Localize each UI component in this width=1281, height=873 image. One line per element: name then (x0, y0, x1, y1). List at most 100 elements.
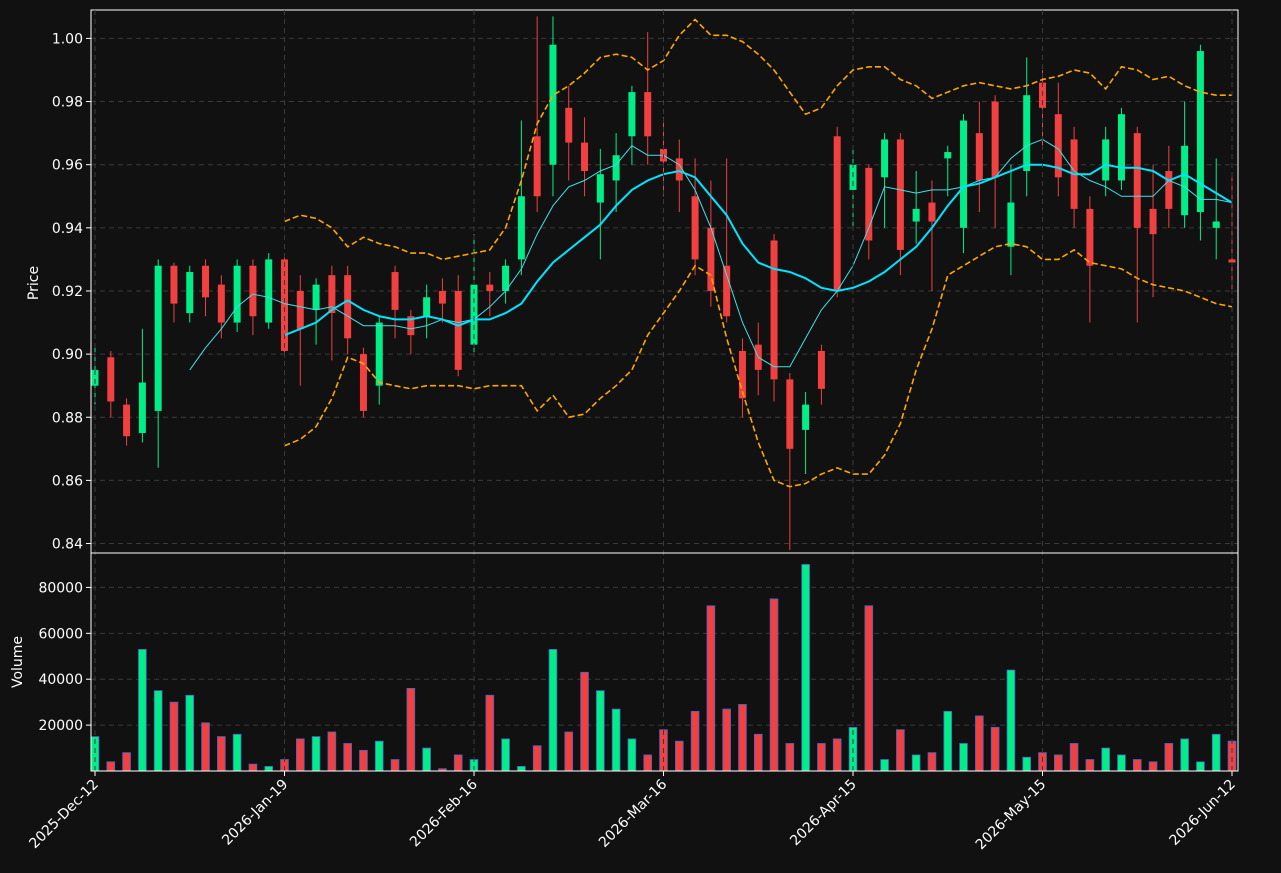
candle-body (849, 164, 857, 190)
volume-bar (1117, 754, 1126, 772)
volume-bar (769, 598, 779, 772)
volume-bar (880, 759, 889, 772)
candle-body (786, 379, 794, 449)
candle-body (723, 265, 731, 317)
volume-bar (580, 671, 589, 772)
candle-body (138, 382, 146, 434)
volume-bar (643, 754, 653, 772)
volume-bar (517, 766, 526, 772)
candle-body (565, 107, 573, 143)
candle-body (944, 152, 952, 159)
candle-body (391, 272, 399, 310)
volume-bar (217, 736, 226, 772)
candle-body (1165, 171, 1173, 209)
candle-body (170, 265, 178, 304)
candle-body (738, 350, 746, 399)
volume-bar (138, 648, 147, 772)
line-series (284, 163, 1233, 337)
y-tick-label: 60000 (38, 626, 83, 642)
candle-body (1023, 95, 1031, 172)
volume-bar (927, 752, 937, 772)
volume-bar (990, 727, 1000, 772)
volume-bar (864, 605, 874, 772)
panel-frame (90, 552, 1239, 772)
candle-body (217, 284, 225, 323)
y-tick-label: 0.88 (52, 410, 83, 426)
candle-body (1181, 145, 1189, 216)
price-axis-label: Price (26, 266, 42, 300)
candle-body (486, 284, 494, 291)
volume-bar (1211, 733, 1221, 772)
candle-body (202, 265, 210, 298)
candle-body (533, 136, 541, 197)
line-series (189, 138, 1233, 371)
y-tick-label: 20000 (38, 718, 83, 734)
volume-bar (122, 752, 131, 772)
candle-body (281, 259, 288, 351)
candle-body (644, 92, 652, 137)
volume-bar (1069, 743, 1079, 772)
volume-bar (264, 766, 274, 772)
volume-bar (501, 738, 510, 772)
candle-body (423, 297, 431, 317)
candle-body (91, 369, 99, 386)
volume-bar (106, 761, 116, 772)
volume-bar (785, 743, 795, 772)
volume-bar (548, 648, 558, 772)
y-tick-label: 0.92 (52, 284, 83, 300)
candle-body (233, 265, 241, 323)
volume-bar (817, 743, 826, 772)
line-series (284, 242, 1233, 488)
candle-body (912, 208, 920, 222)
candle-body (975, 133, 983, 181)
candle-body (896, 139, 904, 250)
volume-bar (832, 738, 842, 772)
y-tick-label: 80000 (38, 580, 83, 596)
candle-body (1117, 114, 1125, 181)
candle-body (865, 167, 873, 241)
candle-body (123, 404, 131, 437)
candle-body (265, 259, 273, 323)
volume-bar (485, 694, 495, 772)
volume-bar (1085, 759, 1095, 772)
candle-body (312, 284, 320, 310)
candle-body (960, 120, 968, 228)
volume-bar (596, 690, 605, 772)
candle-body (1007, 202, 1015, 247)
volume-bar (1006, 669, 1016, 772)
candle-body (1212, 221, 1220, 228)
volume-bar (706, 605, 716, 772)
y-tick-label: 0.98 (52, 95, 83, 111)
volume-bar (453, 754, 463, 772)
volume-bar (959, 743, 968, 772)
y-tick-label: 0.90 (52, 347, 83, 363)
y-tick-label: 1.00 (52, 31, 83, 47)
candle-body (991, 101, 999, 178)
y-tick-label: 0.96 (52, 158, 83, 174)
volume-bar (406, 687, 416, 772)
volume-bar (674, 740, 684, 772)
volume-bar (311, 736, 321, 772)
volume-bar (1196, 761, 1205, 772)
candle-body (154, 265, 162, 411)
volume-bar (390, 759, 400, 772)
volume-bar (801, 564, 810, 772)
candle-body (249, 265, 257, 317)
volume-bar (564, 731, 574, 772)
candle-body (770, 240, 778, 380)
candle-body (928, 202, 936, 222)
volume-bar (611, 708, 621, 772)
candle-body (328, 275, 336, 314)
candle-body (1054, 114, 1062, 178)
volume-bar (1164, 743, 1174, 772)
line-series (284, 18, 1232, 261)
y-tick-label: 40000 (38, 672, 83, 688)
y-tick-label: 0.94 (52, 221, 83, 237)
volume-axis-label: Volume (10, 636, 26, 688)
candle-body (691, 196, 699, 260)
volume-bar (1022, 756, 1032, 772)
volume-bar (201, 722, 210, 772)
candle-body (517, 196, 525, 260)
volume-bar (327, 731, 337, 772)
